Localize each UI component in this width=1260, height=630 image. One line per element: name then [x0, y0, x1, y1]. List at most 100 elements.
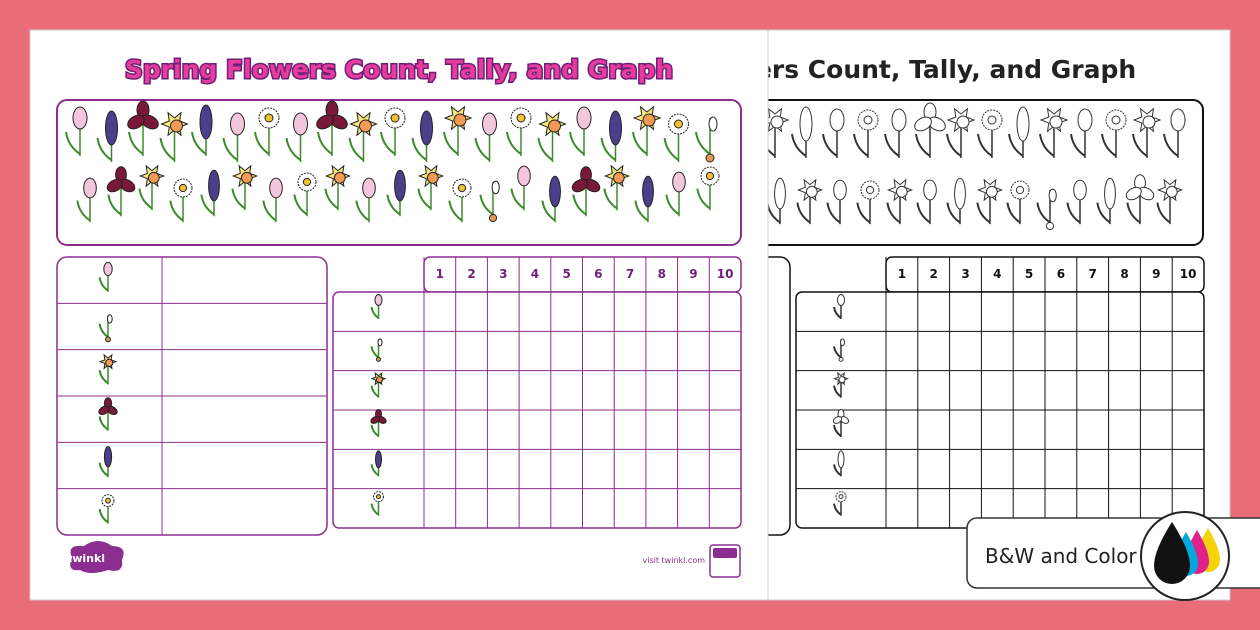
flower-daisy [98, 494, 115, 524]
flower-daisy [853, 109, 879, 158]
flower-hyacinth [411, 110, 433, 162]
flower-hyacinth [370, 450, 382, 477]
petal [362, 177, 376, 199]
leaf [98, 416, 109, 431]
petal [377, 338, 383, 347]
flower-daisy [506, 107, 532, 156]
leaf [65, 131, 81, 155]
leaf [826, 202, 841, 224]
graph-column-number: 10 [1180, 267, 1197, 281]
flower-tulip [822, 108, 845, 158]
trumpet [548, 119, 561, 133]
flower-daisy [380, 107, 406, 156]
flower-trillium [98, 397, 118, 431]
logo-text: twinkl [67, 552, 105, 565]
petal [914, 116, 932, 132]
leaf [254, 131, 270, 155]
spike [837, 450, 845, 469]
leaf [833, 424, 842, 437]
trumpet [240, 171, 253, 184]
graph-column-number: 8 [658, 267, 666, 281]
petal [293, 112, 308, 136]
leaf [665, 194, 680, 216]
trumpet [105, 358, 114, 367]
leaf [96, 137, 113, 161]
leaf [1096, 202, 1111, 224]
graph-column-number: 4 [993, 267, 1001, 281]
flower-daffodil [417, 164, 445, 211]
petal [672, 171, 686, 193]
spike [799, 106, 813, 142]
leaf [222, 137, 239, 161]
graph-column-number: 3 [961, 267, 969, 281]
trumpet [985, 185, 998, 198]
leaf [833, 385, 842, 398]
flower-hyacinth [600, 110, 622, 162]
trumpet [895, 185, 908, 198]
petal [571, 178, 588, 193]
bulb [705, 153, 715, 163]
leaf [856, 202, 871, 224]
spike [105, 110, 118, 146]
petal [708, 116, 718, 132]
petal [98, 405, 110, 416]
spike [420, 110, 433, 146]
graph-column-number: 10 [717, 267, 734, 281]
leaf [833, 306, 842, 319]
trumpet [642, 113, 656, 127]
flower-snowdrop [98, 314, 113, 343]
petal [832, 416, 843, 424]
flower-daffodil [1039, 107, 1069, 158]
center [516, 113, 526, 123]
flower-daffodil [443, 105, 473, 156]
leaf [386, 194, 401, 216]
flower-daisy [696, 166, 720, 211]
flower-trillium [370, 409, 387, 437]
trumpet [333, 171, 346, 184]
flower-daisy [293, 172, 317, 217]
leaf [159, 137, 176, 161]
leaf [348, 137, 365, 161]
flower-daisy [663, 113, 689, 162]
flower-hyacinth [634, 175, 654, 223]
petal [491, 180, 500, 195]
center [1015, 185, 1025, 195]
leaf [98, 369, 109, 385]
petal [1048, 188, 1057, 203]
leaf [833, 346, 842, 359]
trumpet [376, 376, 383, 384]
flower-hyacinth [833, 450, 845, 477]
flower-trillium [832, 409, 850, 437]
center [390, 113, 400, 123]
leaf [1132, 133, 1148, 157]
flower-daffodil [946, 107, 976, 158]
leaf [231, 188, 246, 210]
leaf [833, 503, 842, 516]
flower-tulip [1066, 179, 1087, 225]
leaf [448, 200, 463, 222]
leaf [191, 131, 207, 155]
leaf [474, 137, 491, 161]
center [302, 177, 312, 187]
leaf [479, 194, 494, 216]
leaf [833, 464, 842, 477]
flower-snowdrop [833, 338, 845, 362]
petal [370, 416, 380, 424]
center [457, 183, 467, 193]
flower-hyacinth [946, 177, 966, 225]
flower-tulip [665, 171, 686, 217]
flower-tulip [65, 106, 88, 156]
spike [774, 177, 786, 210]
leaf [663, 137, 680, 161]
flower-daisy [833, 491, 847, 516]
leaf [293, 194, 308, 216]
leaf [324, 188, 339, 210]
leaf [1039, 133, 1055, 157]
graph-column-number: 5 [562, 267, 570, 281]
leaf [262, 200, 277, 222]
flower-daffodil [370, 371, 387, 398]
graph-column-number: 1 [898, 267, 906, 281]
footer-url: visit twinkl.com [643, 556, 706, 565]
leaf [370, 385, 380, 398]
